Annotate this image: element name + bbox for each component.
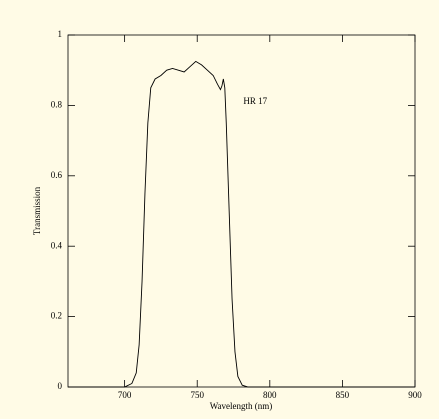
y-tick-label: 0.2: [51, 311, 62, 321]
transmission-line: [68, 60, 415, 388]
y-tick-label: 1: [58, 29, 63, 39]
y-tick-label: 0: [58, 381, 63, 391]
x-tick-label: 750: [190, 390, 204, 400]
y-tick-label: 0.6: [51, 170, 63, 180]
x-axis-label: Wavelength (nm): [210, 401, 273, 411]
x-tick-label: 800: [263, 390, 277, 400]
x-tick-label: 900: [408, 390, 422, 400]
annotation: HR 17: [243, 96, 267, 106]
x-tick-label: 700: [118, 390, 132, 400]
y-tick-label: 0.4: [51, 240, 63, 250]
plot-frame: [67, 34, 416, 388]
x-tick-label: 850: [336, 390, 350, 400]
y-tick-label: 0.8: [51, 99, 63, 109]
y-axis-label: Transmission: [32, 186, 42, 235]
